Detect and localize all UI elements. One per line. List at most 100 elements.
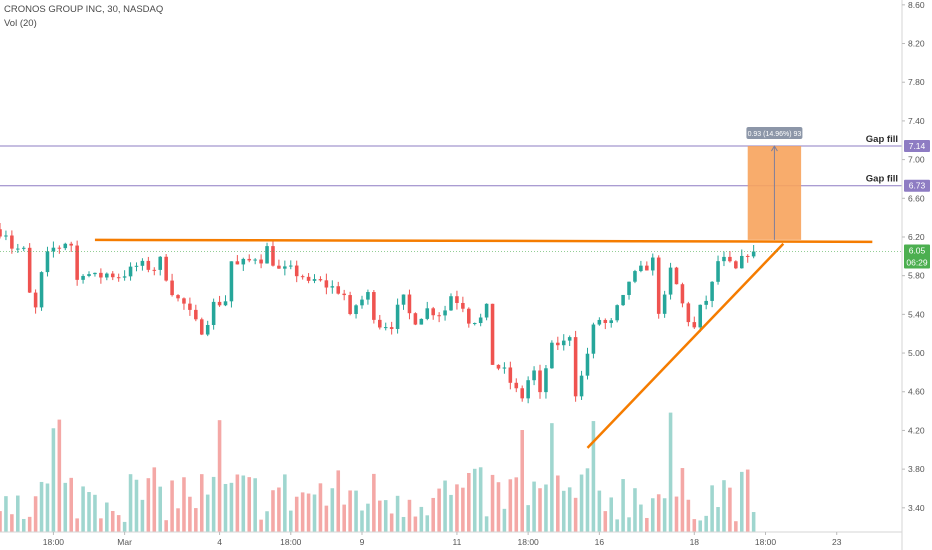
candle-body [556, 342, 560, 346]
candle-body [645, 265, 649, 271]
volume-bar [271, 490, 275, 532]
candle-body [615, 305, 619, 321]
volume-bar [425, 515, 430, 532]
support-trendline [586, 242, 785, 449]
volume-bar [728, 487, 732, 532]
candle-body [478, 317, 483, 324]
time-tick-label: 23 [832, 537, 842, 547]
candle-body [87, 274, 91, 276]
volume-bar [300, 492, 305, 532]
volume-bar [621, 479, 625, 532]
candle-body [395, 304, 400, 329]
candle-body [526, 380, 530, 399]
volume-bar [526, 505, 530, 532]
candle-body [716, 261, 720, 282]
volume-bar [81, 486, 85, 532]
price-tick-label: 7.80 [908, 77, 925, 87]
volume-bar [306, 493, 311, 532]
volume-bar [10, 514, 14, 532]
time-tick-label: 18:00 [518, 537, 540, 547]
candle-body [194, 309, 198, 320]
candle-body [235, 261, 240, 265]
candle-body [176, 295, 180, 299]
volume-bar [472, 468, 477, 532]
volume-bar [176, 508, 180, 532]
time-tick-label: Mar [117, 537, 132, 547]
last-price-tag [904, 244, 930, 269]
volume-bar [253, 478, 257, 532]
candle-body [692, 322, 697, 328]
volume-bar [573, 497, 578, 532]
candle-body [538, 370, 542, 393]
candle-body [472, 323, 477, 325]
candle-body [324, 280, 329, 288]
candle-body [603, 319, 608, 324]
volume-bar [241, 475, 246, 532]
volume-bar [692, 519, 697, 532]
volume-bar [342, 504, 346, 532]
volume-bar [134, 479, 139, 532]
candle-body [205, 324, 210, 335]
volume-bar [508, 479, 513, 532]
volume-bar [520, 430, 524, 532]
time-tick-label: 16 [595, 537, 605, 547]
candle-body [16, 248, 20, 250]
volume-bar [283, 474, 287, 532]
candle-body [69, 243, 73, 246]
volume-indicator-label[interactable]: Vol (20) [4, 18, 37, 29]
volume-bar [668, 412, 673, 532]
candle-body [122, 276, 127, 278]
candle-body [99, 272, 103, 278]
volume-bar [39, 481, 44, 532]
candle-body [318, 279, 323, 281]
time-tick-label: 9 [360, 537, 365, 547]
volume-bar [633, 488, 637, 532]
volume-bar [567, 487, 572, 532]
candle-body [253, 259, 257, 261]
candle-body [21, 247, 26, 249]
volume-bar [152, 467, 157, 532]
volume-bar [383, 500, 388, 532]
candle-body [265, 246, 269, 264]
candle-body [751, 251, 756, 257]
candle-body [650, 257, 655, 271]
candle-body [496, 364, 501, 369]
candle-body [585, 353, 590, 376]
bar-countdown-text: 06:29 [906, 257, 928, 267]
volume-bar [294, 496, 299, 532]
candle-body [728, 256, 732, 262]
volume-bar [336, 470, 341, 532]
candle-body [597, 319, 602, 325]
volume-bar [538, 488, 542, 532]
candle-body [306, 276, 311, 281]
volume-bar [378, 500, 382, 532]
gap-fill-price-text: 7.14 [909, 141, 926, 151]
volume-bar [199, 474, 204, 532]
drawings: Gap fill Gap fill 0.93 (14.96%) 93 [0, 127, 902, 449]
volume-bar [710, 485, 714, 532]
volume-bar [443, 480, 447, 532]
volume-bar [751, 512, 756, 532]
candle-body [105, 273, 109, 278]
candle-body [10, 235, 14, 249]
candle-body [674, 267, 679, 285]
candle-body [484, 303, 489, 318]
volume-bar [105, 502, 109, 532]
candle-body [158, 256, 163, 270]
candle-body [520, 388, 524, 399]
candle-body [627, 281, 631, 295]
gap-fill-label: Gap fill [866, 174, 898, 185]
volume-bar [277, 487, 281, 532]
volume-bar [211, 476, 216, 532]
volume-bar [662, 498, 667, 532]
candle-body [51, 247, 56, 252]
candle-body [354, 305, 358, 315]
candle-body [170, 280, 174, 296]
time-tick-label: 18:00 [280, 537, 302, 547]
candle-body [271, 246, 275, 266]
volume-bar [33, 496, 38, 532]
volume-bar [170, 480, 174, 532]
volume-bar [627, 517, 631, 532]
